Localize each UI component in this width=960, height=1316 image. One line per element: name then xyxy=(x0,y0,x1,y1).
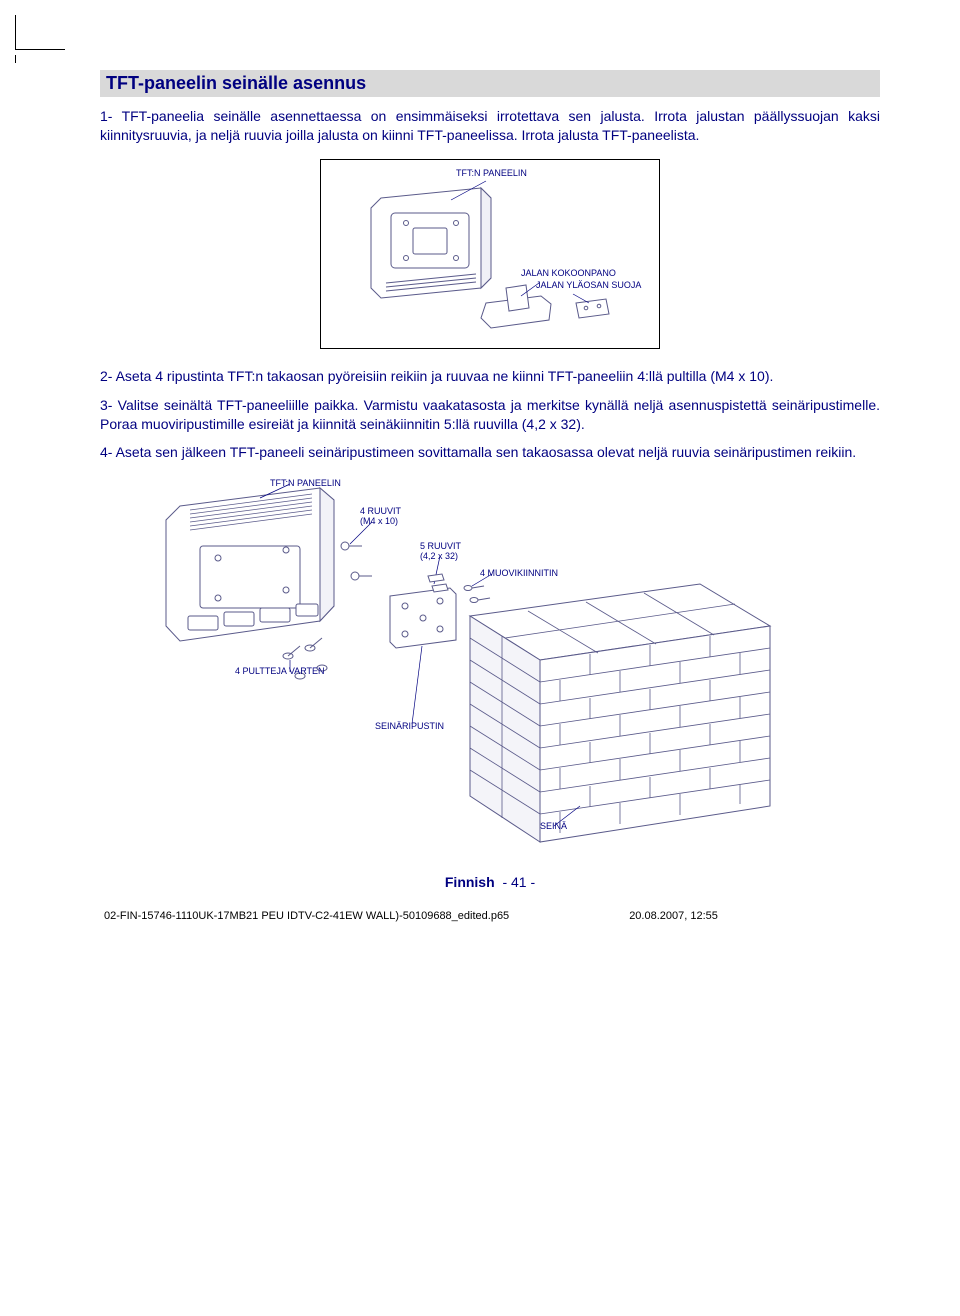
crop-mark xyxy=(15,55,65,63)
fig1-label-stand: JALAN KOKOONPANO xyxy=(521,268,616,278)
crop-mark xyxy=(15,15,65,50)
fig1-svg xyxy=(331,168,651,338)
fig2-label-5screws: 5 RUUVIT xyxy=(420,541,461,551)
fig2-label-wall: SEINÄ xyxy=(540,821,567,831)
step-1-text: 1- TFT-paneelia seinälle asennettaessa o… xyxy=(100,107,880,145)
footer-pagenum: - 41 - xyxy=(502,874,535,890)
page: TFT-paneelin seinälle asennus 1- TFT-pan… xyxy=(0,0,960,942)
fig2-label-panel: TFT:N PANEELIN xyxy=(270,478,341,488)
fig2-label-bracket: SEINÄRIPUSTIN xyxy=(375,721,444,731)
fig2-label-5screws-sub: (4,2 x 32) xyxy=(420,551,458,561)
fig1-label-cover: JALAN YLÄOSAN SUOJA xyxy=(536,280,641,290)
figure-2: TFT:N PANEELIN 4 RUUVIT (M4 x 10) 5 RUUV… xyxy=(140,476,780,856)
fig1-label-panel: TFT:N PANEELIN xyxy=(456,168,527,178)
fig2-label-anchors: 4 MUOVIKIINNITIN xyxy=(480,568,558,578)
footer-lang: Finnish xyxy=(445,874,495,890)
step-2-text: 2- Aseta 4 ripustinta TFT:n takaosan pyö… xyxy=(100,367,880,386)
step-4-text: 4- Aseta sen jälkeen TFT-paneeli seinäri… xyxy=(100,443,880,462)
section-heading: TFT-paneelin seinälle asennus xyxy=(100,70,880,97)
page-footer: Finnish - 41 - xyxy=(100,874,880,890)
footer-date: 20.08.2007, 12:55 xyxy=(629,910,718,922)
fig2-label-bolts: 4 PULTTEJA VARTEN xyxy=(235,666,325,676)
fig2-label-4screws: 4 RUUVIT xyxy=(360,506,401,516)
figure-1: TFT:N PANEELIN JALAN KOKOONPANO JALAN YL… xyxy=(100,159,880,349)
footer-filename: 02-FIN-15746-1110UK-17MB21 PEU IDTV-C2-4… xyxy=(104,910,509,922)
step-3-text: 3- Valitse seinältä TFT-paneeliille paik… xyxy=(100,396,880,434)
file-footer: 02-FIN-15746-1110UK-17MB21 PEU IDTV-C2-4… xyxy=(100,910,880,922)
fig2-label-4screws-sub: (M4 x 10) xyxy=(360,516,398,526)
